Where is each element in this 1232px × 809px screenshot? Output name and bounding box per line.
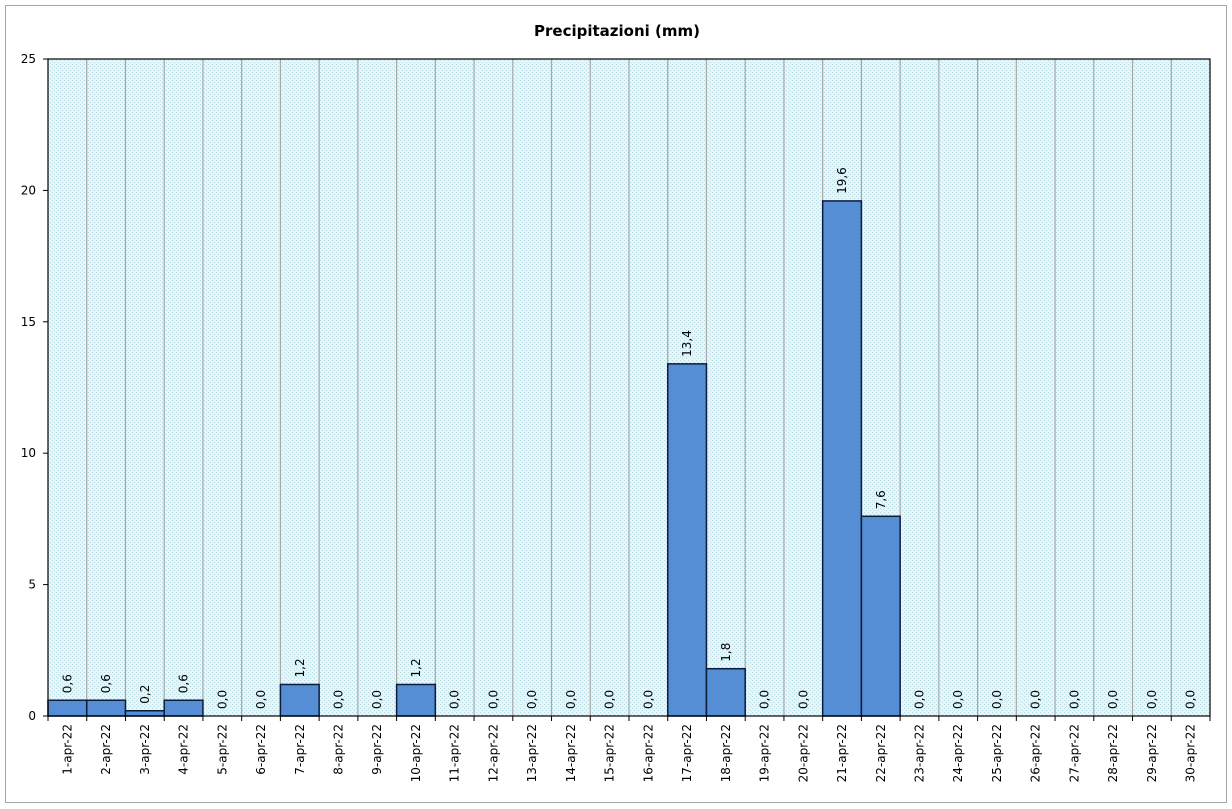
data-label: 0,0 [951, 690, 965, 709]
data-label: 0,0 [370, 690, 384, 709]
data-label: 0,6 [177, 674, 191, 693]
x-tick-label: 2-apr-22 [99, 724, 113, 775]
data-label: 1,2 [409, 658, 423, 677]
data-label: 1,8 [719, 643, 733, 662]
x-tick-label: 17-apr-22 [680, 724, 694, 782]
bar [47, 699, 88, 717]
y-tick-label: 20 [21, 183, 36, 197]
y-tick-label: 10 [21, 446, 36, 460]
data-label: 0,0 [332, 690, 346, 709]
data-label: 0,0 [1067, 690, 1081, 709]
x-tick-label: 9-apr-22 [370, 724, 384, 775]
bar [860, 515, 901, 717]
x-tick-label: 21-apr-22 [835, 724, 849, 782]
x-tick-label: 24-apr-22 [951, 724, 965, 782]
data-label: 7,6 [874, 490, 888, 509]
bar [163, 699, 204, 717]
bar [85, 699, 127, 717]
bar [279, 683, 320, 717]
x-tick-label: 18-apr-22 [719, 724, 733, 782]
bar [821, 200, 863, 717]
data-label: 0,0 [1106, 690, 1120, 709]
x-tick-label: 4-apr-22 [177, 724, 191, 775]
data-label: 0,0 [486, 690, 500, 709]
data-label: 0,0 [603, 690, 617, 709]
bars [47, 200, 901, 717]
x-tick-label: 14-apr-22 [564, 724, 578, 782]
data-label: 13,4 [680, 330, 694, 357]
data-label: 0,6 [99, 674, 113, 693]
axes: 0 5 10 15 20 25 1-apr-22 2-apr-22 3-apr-22 4-apr-… [21, 52, 1211, 782]
x-tick-label: 29-apr-22 [1145, 724, 1159, 782]
y-tick-label: 15 [21, 315, 36, 329]
data-label: 0,2 [138, 685, 152, 704]
data-label: 0,0 [1184, 690, 1198, 709]
x-tick-label: 10-apr-22 [409, 724, 423, 782]
x-tick-label: 3-apr-22 [138, 724, 152, 775]
x-tick-label: 20-apr-22 [796, 724, 810, 782]
bar [705, 667, 746, 717]
data-labels: 0,6 0,6 0,2 0,6 0,0 0,0 1,2 0,0 0,0 1,2 0,0 0,0 0,0 0… [60, 167, 1197, 709]
data-label: 0,0 [990, 690, 1004, 709]
data-label: 0,0 [796, 690, 810, 709]
x-tick-label: 12-apr-22 [486, 724, 500, 782]
data-label: 0,6 [60, 674, 74, 693]
x-tick-label: 7-apr-22 [293, 724, 307, 775]
data-label: 0,0 [254, 690, 268, 709]
data-label: 0,0 [564, 690, 578, 709]
data-label: 0,0 [1145, 690, 1159, 709]
y-tick-label: 25 [21, 52, 36, 66]
chart-title: Precipitazioni (mm) [534, 22, 700, 40]
bar [124, 709, 165, 717]
x-tick-label: 19-apr-22 [758, 724, 772, 782]
x-tick-label: 13-apr-22 [525, 724, 539, 782]
data-label: 0,0 [525, 690, 539, 709]
data-label: 0,0 [215, 690, 229, 709]
data-label: 0,0 [641, 690, 655, 709]
data-label: 0,0 [448, 690, 462, 709]
data-label: 0,0 [913, 690, 927, 709]
x-tick-label: 1-apr-22 [60, 724, 74, 775]
x-tick-label: 8-apr-22 [332, 724, 346, 775]
x-tick-label: 26-apr-22 [1029, 724, 1043, 782]
data-label: 0,0 [1029, 690, 1043, 709]
x-tick-label: 27-apr-22 [1067, 724, 1081, 782]
data-label: 0,0 [758, 690, 772, 709]
x-tick-label: 25-apr-22 [990, 724, 1004, 782]
x-tick-label: 5-apr-22 [215, 724, 229, 775]
data-label: 19,6 [835, 167, 849, 194]
y-tick-label: 0 [28, 709, 36, 723]
x-tick-label: 15-apr-22 [603, 724, 617, 782]
x-tick-label: 11-apr-22 [448, 724, 462, 782]
data-label: 1,2 [293, 658, 307, 677]
y-tick-label: 5 [28, 578, 36, 592]
bar [666, 363, 708, 717]
x-tick-label: 28-apr-22 [1106, 724, 1120, 782]
x-tick-label: 6-apr-22 [254, 724, 268, 775]
bar [395, 683, 437, 717]
x-tick-label: 16-apr-22 [641, 724, 655, 782]
x-tick-label: 23-apr-22 [913, 724, 927, 782]
x-tick-label: 30-apr-22 [1184, 724, 1198, 782]
x-tick-label: 22-apr-22 [874, 724, 888, 782]
